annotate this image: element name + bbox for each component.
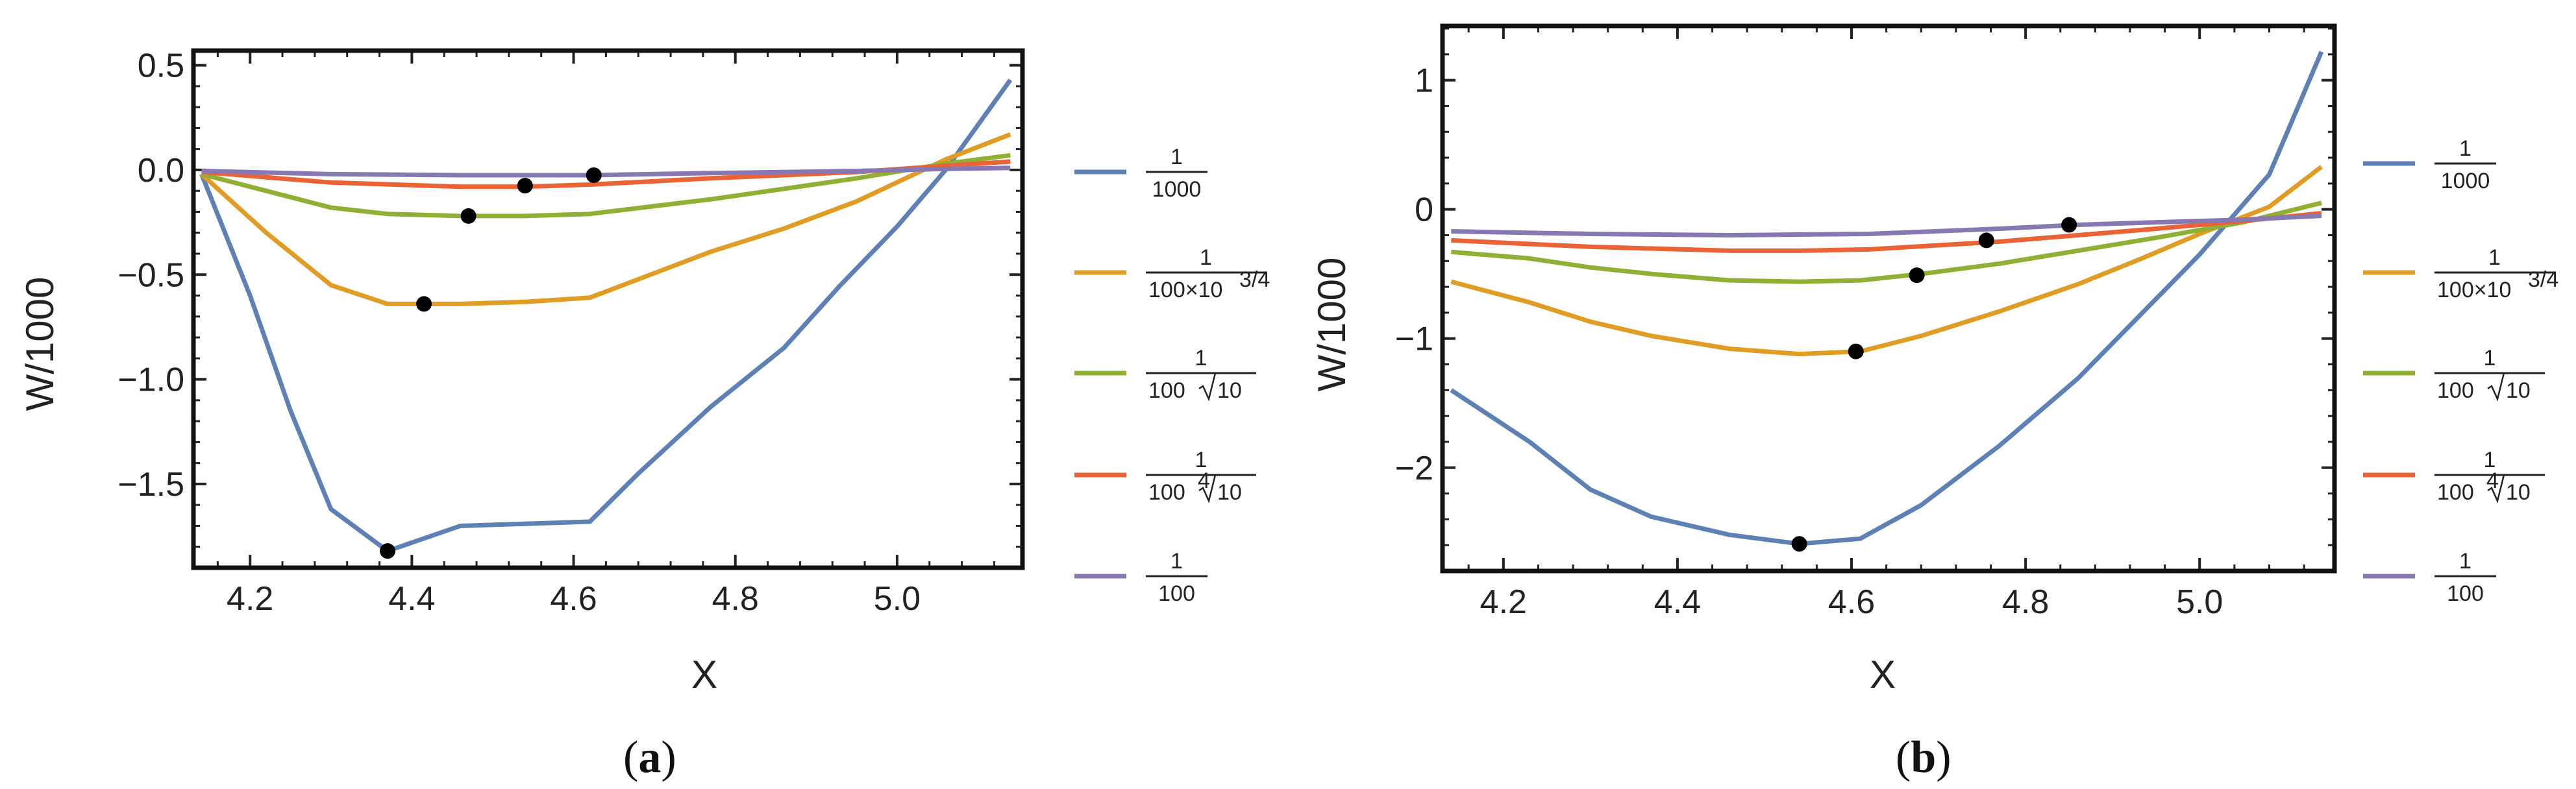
legend-entry: 1 100 10 bbox=[2363, 346, 2545, 403]
legend-numerator: 1 bbox=[1170, 145, 1183, 169]
legend-exponent: 3/4 bbox=[1239, 267, 1270, 292]
radical-sign-icon bbox=[2487, 372, 2540, 402]
x-tick-label: 4.8 bbox=[2002, 583, 2049, 621]
legend-entry: 1 1000 bbox=[1074, 145, 1208, 202]
minimum-marker bbox=[586, 167, 602, 183]
plot-area: 4.2 4.4 4.6 4.8 5.0 1 0 −1 −2 bbox=[1395, 23, 2337, 621]
series-line bbox=[1451, 200, 2322, 284]
legend-numerator: 1 bbox=[1195, 346, 1208, 370]
minimum-marker bbox=[1978, 232, 1994, 249]
y-axis-label: W/1000 bbox=[18, 277, 62, 411]
minimum-marker bbox=[1848, 343, 1864, 359]
legend-denominator: 100 bbox=[1158, 581, 1195, 606]
plot-frame bbox=[191, 48, 1025, 570]
x-tick-label: 4.6 bbox=[1828, 583, 1875, 621]
y-tick-label: −2 bbox=[1395, 450, 1433, 487]
y-tick-label: −0.5 bbox=[118, 256, 184, 294]
legend-denominator: 100 bbox=[1148, 480, 1185, 505]
series-line bbox=[1451, 213, 2322, 237]
legend-denominator: 100 bbox=[2447, 581, 2484, 606]
y-tick-label: 0.0 bbox=[138, 152, 184, 189]
x-tick-label: 4.2 bbox=[227, 580, 273, 618]
panel-caption: (a) bbox=[623, 733, 676, 783]
plot-frame bbox=[1440, 23, 2337, 574]
x-tick-label: 5.0 bbox=[874, 580, 921, 618]
y-tick-label: −1 bbox=[1395, 321, 1433, 358]
legend-entry: 1 100×10 3/4 bbox=[2363, 245, 2558, 302]
legend-numerator: 1 bbox=[2488, 245, 2501, 270]
root-index: 4 bbox=[2486, 468, 2499, 493]
legend-numerator: 1 bbox=[2459, 549, 2471, 574]
legend-numerator: 1 bbox=[2459, 136, 2471, 161]
legend-denominator: 100×10 bbox=[2437, 278, 2511, 302]
x-axis-label: X bbox=[1870, 653, 1896, 696]
series-line bbox=[1450, 51, 2324, 546]
legend-radicand: 10 bbox=[1217, 378, 1242, 403]
legend-numerator: 1 bbox=[2484, 448, 2496, 472]
y-tick-label: 0.5 bbox=[138, 47, 184, 85]
x-tick-label: 4.4 bbox=[1654, 583, 1701, 621]
legend-denominator: 100×10 bbox=[1148, 278, 1222, 302]
series-line bbox=[201, 165, 1011, 178]
x-tick-label: 4.8 bbox=[712, 580, 759, 618]
radical-sign-icon bbox=[1198, 372, 1251, 402]
legend-denominator: 100 bbox=[2437, 480, 2474, 505]
x-tick-label: 4.6 bbox=[550, 580, 597, 618]
y-tick-label: −1.0 bbox=[118, 361, 184, 399]
panel-a: W/1000 X 4.2 4.4 4.6 4.8 5.0 0.5 0.0 −0.5 −1.0 −1… bbox=[18, 47, 1270, 783]
legend-entry: 1 100 4 10 bbox=[1074, 448, 1256, 505]
legend-numerator: 1 bbox=[1195, 448, 1208, 472]
minimum-marker bbox=[1909, 267, 1925, 284]
radical-sign-icon bbox=[1198, 474, 1251, 504]
minimum-marker bbox=[517, 178, 533, 194]
y-tick-label: 0 bbox=[1415, 191, 1433, 229]
legend-denominator: 1000 bbox=[2441, 169, 2490, 193]
legend-numerator: 1 bbox=[2484, 346, 2496, 370]
x-axis-label: X bbox=[691, 653, 717, 696]
minimum-marker bbox=[380, 543, 396, 559]
x-tick-label: 4.2 bbox=[1480, 583, 1527, 621]
legend-radicand: 10 bbox=[1217, 480, 1242, 505]
series-line bbox=[199, 79, 1013, 553]
legend-numerator: 1 bbox=[1170, 549, 1183, 574]
legend-denominator: 1000 bbox=[1152, 177, 1202, 202]
minimum-marker bbox=[1791, 536, 1807, 552]
radical-sign-icon bbox=[2487, 474, 2540, 504]
series-line bbox=[1451, 211, 2322, 253]
y-tick-label: 1 bbox=[1415, 62, 1433, 100]
legend-radicand: 10 bbox=[2506, 378, 2531, 403]
x-tick-label: 4.4 bbox=[388, 580, 435, 618]
caption-letter: b bbox=[1911, 733, 1936, 783]
legend-entry: 1 100 10 bbox=[1074, 346, 1256, 403]
minimum-marker bbox=[460, 208, 477, 224]
legend-exponent: 3/4 bbox=[2528, 267, 2558, 292]
legend-denominator: 100 bbox=[2437, 378, 2474, 403]
legend-entry: 1 1000 bbox=[2363, 136, 2496, 193]
legend-entry: 1 100×10 3/4 bbox=[1074, 245, 1270, 302]
minimum-marker bbox=[2061, 217, 2077, 233]
legend-denominator: 100 bbox=[1148, 378, 1185, 403]
legend-entry: 1 100 4 10 bbox=[2363, 448, 2545, 505]
legend-radicand: 10 bbox=[2506, 480, 2531, 505]
panel-caption: (b) bbox=[1896, 733, 1951, 783]
y-tick-label: −1.5 bbox=[118, 466, 184, 504]
series-line bbox=[201, 152, 1011, 219]
series-line bbox=[1450, 165, 2323, 357]
minimum-marker bbox=[416, 296, 432, 312]
legend-numerator: 1 bbox=[1200, 245, 1212, 270]
y-axis-label: W/1000 bbox=[1310, 258, 1354, 392]
x-tick-label: 5.0 bbox=[2176, 583, 2223, 621]
root-index: 4 bbox=[1198, 468, 1210, 493]
plot-area: 4.2 4.4 4.6 4.8 5.0 0.5 0.0 −0.5 −1.0 −1.5 bbox=[118, 47, 1025, 618]
series-line bbox=[200, 132, 1011, 306]
caption-letter: a bbox=[638, 733, 661, 783]
